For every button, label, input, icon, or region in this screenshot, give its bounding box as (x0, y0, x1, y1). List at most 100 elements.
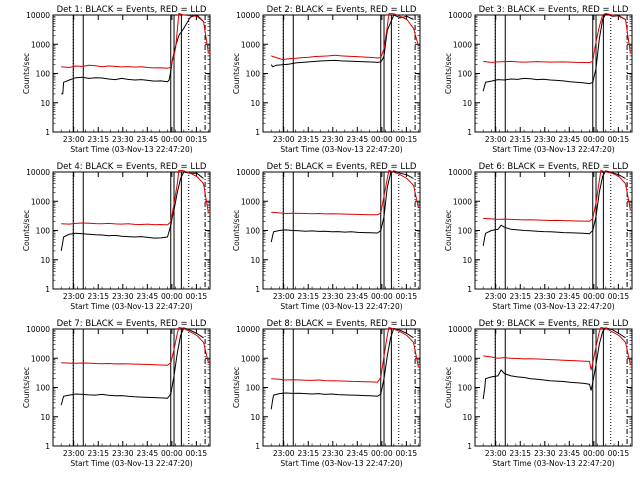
events-series-line (482, 327, 626, 400)
lld-series-line (483, 327, 631, 371)
x-tick-label: 00:15 (608, 292, 630, 301)
lld-series-line (271, 13, 419, 60)
x-tick-label: 23:45 (559, 135, 581, 144)
y-tick-label: 10 (40, 413, 50, 422)
y-tick-label: 10000 (236, 11, 260, 20)
y-tick-label: 1000 (31, 40, 50, 49)
x-tick-label: 00:15 (186, 449, 208, 458)
y-tick-label: 100 (246, 227, 261, 236)
x-axis-label: Start Time (03-Nov-13 22:47:20) (280, 459, 402, 468)
x-tick-label: 23:00 (273, 292, 295, 301)
lld-series-line (61, 13, 209, 69)
y-tick-label: 10 (250, 413, 260, 422)
panel-title: Det 9: BLACK = Events, RED = LLD (479, 319, 629, 329)
y-axis-label: Counts/sec (232, 53, 241, 94)
panel-title: Det 6: BLACK = Events, RED = LLD (479, 162, 629, 172)
x-tick-label: 23:00 (273, 449, 295, 458)
detector-panel: Det 9: BLACK = Events, RED = LLD 1 10 100 10… (444, 319, 633, 468)
y-axis-label: Counts/sec (22, 210, 31, 251)
x-tick-label: 23:45 (137, 292, 159, 301)
y-tick-label: 100 (36, 227, 51, 236)
panel-title: Det 3: BLACK = Events, RED = LLD (479, 5, 629, 15)
x-tick-label: 23:15 (87, 292, 109, 301)
x-tick-label: 00:00 (583, 135, 605, 144)
x-tick-label: 23:30 (322, 135, 344, 144)
x-tick-label: 23:30 (112, 449, 134, 458)
y-tick-label: 1 (45, 128, 50, 137)
x-tick-label: 00:15 (396, 135, 418, 144)
events-series-line (270, 170, 414, 243)
y-axis-label: Counts/sec (22, 53, 31, 94)
x-tick-label: 00:00 (583, 292, 605, 301)
detector-panel: Det 1: BLACK = Events, RED = LLD 1 10 100 10… (22, 5, 211, 154)
y-tick-label: 10 (40, 256, 50, 265)
y-tick-label: 10000 (236, 168, 260, 177)
y-tick-label: 1 (45, 442, 50, 451)
y-tick-label: 1 (467, 285, 472, 294)
y-tick-label: 10 (462, 413, 472, 422)
panel-title: Det 4: BLACK = Events, RED = LLD (57, 162, 207, 172)
x-tick-label: 23:00 (485, 449, 507, 458)
plot-frame (52, 14, 211, 133)
x-tick-label: 23:45 (559, 292, 581, 301)
x-tick-label: 23:30 (534, 292, 556, 301)
x-tick-label: 00:00 (161, 292, 183, 301)
events-series-line (270, 14, 414, 68)
x-tick-label: 00:15 (186, 135, 208, 144)
y-tick-label: 10000 (448, 325, 472, 334)
x-tick-label: 23:15 (297, 292, 319, 301)
x-tick-label: 23:15 (297, 449, 319, 458)
lld-series-line (483, 170, 631, 222)
x-tick-label: 23:30 (534, 449, 556, 458)
plot-frame (262, 328, 421, 447)
y-tick-label: 1 (255, 128, 260, 137)
x-axis-label: Start Time (03-Nov-13 22:47:20) (70, 145, 192, 154)
x-tick-label: 00:15 (396, 449, 418, 458)
events-series-line (60, 171, 204, 251)
panel-title: Det 7: BLACK = Events, RED = LLD (57, 319, 207, 329)
x-tick-label: 00:15 (396, 292, 418, 301)
y-tick-label: 100 (246, 70, 261, 79)
y-tick-label: 100 (36, 70, 51, 79)
panel-title: Det 2: BLACK = Events, RED = LLD (267, 5, 417, 15)
detector-panel: Det 4: BLACK = Events, RED = LLD 1 10 100 10… (22, 162, 211, 311)
y-tick-label: 10000 (26, 11, 50, 20)
x-axis-label: Start Time (03-Nov-13 22:47:20) (492, 459, 614, 468)
x-tick-label: 23:00 (273, 135, 295, 144)
y-tick-label: 1000 (31, 354, 50, 363)
lld-series-line (483, 13, 631, 64)
x-tick-label: 23:15 (509, 292, 531, 301)
detector-panel: Det 5: BLACK = Events, RED = LLD 1 10 100 10… (232, 162, 421, 311)
y-tick-label: 10000 (26, 325, 50, 334)
x-tick-label: 23:00 (485, 292, 507, 301)
y-tick-label: 10 (250, 256, 260, 265)
x-tick-label: 23:00 (63, 292, 85, 301)
plot-frame (52, 328, 211, 447)
detector-panel: Det 3: BLACK = Events, RED = LLD 1 10 100 10… (444, 5, 633, 154)
y-axis-label: Counts/sec (232, 210, 241, 251)
x-tick-label: 23:30 (322, 292, 344, 301)
x-tick-label: 23:15 (297, 135, 319, 144)
plot-frame (474, 14, 633, 133)
plot-frame (262, 171, 421, 290)
y-tick-label: 10 (40, 99, 50, 108)
y-tick-label: 1000 (241, 354, 260, 363)
y-tick-label: 10 (250, 99, 260, 108)
events-series-line (482, 13, 626, 92)
x-tick-label: 23:45 (559, 449, 581, 458)
x-tick-label: 23:15 (87, 135, 109, 144)
lld-series-line (61, 327, 209, 366)
y-axis-label: Counts/sec (232, 367, 241, 408)
y-tick-label: 10 (462, 99, 472, 108)
y-tick-label: 1 (467, 442, 472, 451)
x-tick-label: 23:00 (63, 135, 85, 144)
y-tick-label: 10000 (448, 168, 472, 177)
x-axis-label: Start Time (03-Nov-13 22:47:20) (70, 459, 192, 468)
y-axis-label: Counts/sec (444, 210, 453, 251)
x-tick-label: 23:30 (112, 292, 134, 301)
y-tick-label: 1000 (241, 40, 260, 49)
y-tick-label: 1000 (241, 197, 260, 206)
detector-panel: Det 8: BLACK = Events, RED = LLD 1 10 100 10… (232, 319, 421, 468)
y-tick-label: 10000 (236, 325, 260, 334)
